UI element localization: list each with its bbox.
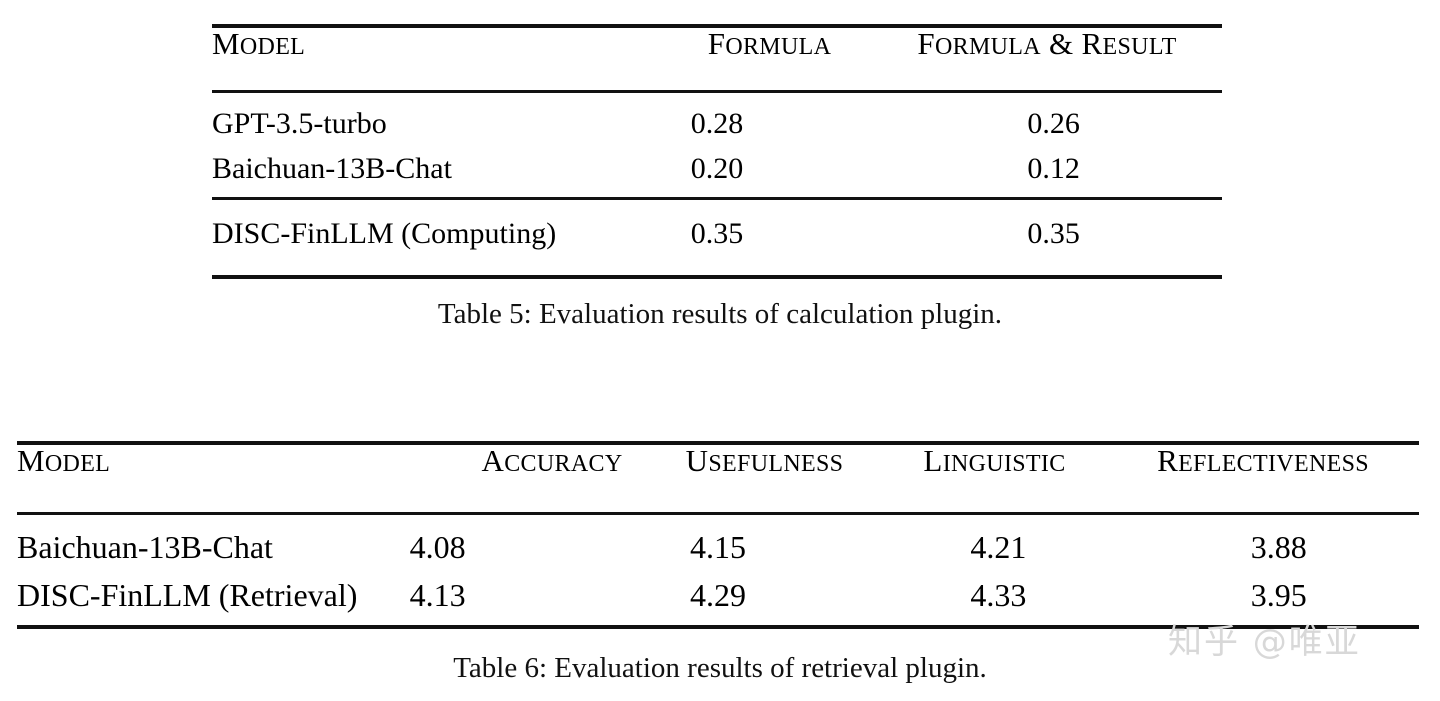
cell-model: Baichuan-13B-Chat [212,152,452,185]
table-caption-6: Table 6: Evaluation results of retrieval… [453,652,987,684]
table-row: DISC-FinLLM (Retrieval) 4.13 4.29 4.33 3… [17,577,1419,625]
table-top-rule [17,441,1419,445]
column-header-model: MODEL [17,445,457,512]
table-row: DISC-FinLLM (Computing) 0.35 0.35 [212,200,1222,275]
cell-formula: 0.20 [690,152,744,185]
table-bottom-rule [212,275,1222,279]
table-retrieval-plugin: MODEL ACCURACY USEFULNESS LINGUISTIC REF… [17,441,1419,629]
cell-model: DISC-FinLLM (Computing) [212,217,557,250]
cell-model: DISC-FinLLM (Retrieval) [17,577,358,613]
cell-formula-result: 0.35 [1027,217,1080,250]
column-header-formula-label: FORMULA [707,26,832,61]
column-header-model-label: MODEL [17,443,111,478]
column-header-usefulness-label: USEFULNESS [685,443,844,478]
table-retrieval-body: Baichuan-13B-Chat 4.08 4.15 4.21 3.88 DI… [17,515,1419,625]
cell-reflectiveness: 3.88 [1250,529,1307,565]
watermark: 知乎 @唯亚 [1168,622,1361,662]
column-header-formula: FORMULA [667,28,872,90]
cell-model: Baichuan-13B-Chat [17,529,273,565]
table-calculation-plugin-grid: MODEL FORMULA FORMULA & RESULT [212,28,1222,90]
cell-linguistic: 4.21 [970,529,1027,565]
cell-formula-result: 0.26 [1027,107,1080,140]
cell-accuracy: 4.13 [409,577,466,613]
table-caption-5: Table 5: Evaluation results of calculati… [437,298,1003,330]
column-header-linguistic: LINGUISTIC [882,445,1107,512]
table-header-row: MODEL ACCURACY USEFULNESS LINGUISTIC REF… [17,445,1419,512]
column-header-model: MODEL [212,28,667,90]
cell-formula: 0.35 [690,217,744,250]
table-retrieval-plugin-grid: MODEL ACCURACY USEFULNESS LINGUISTIC REF… [17,445,1419,512]
column-header-reflectiveness-label: REFLECTIVENESS [1157,443,1369,478]
column-header-accuracy-label: ACCURACY [481,443,623,478]
column-header-formula-result: FORMULA & RESULT [872,28,1222,90]
table-header-row: MODEL FORMULA FORMULA & RESULT [212,28,1222,90]
table-header-rule [212,90,1222,93]
table-calculation-body-group-2: DISC-FinLLM (Computing) 0.35 0.35 [212,200,1222,275]
cell-formula-result: 0.12 [1027,152,1080,185]
cell-accuracy: 4.08 [409,529,466,565]
cell-reflectiveness: 3.95 [1250,577,1307,613]
cell-formula: 0.28 [690,107,744,140]
table-bottom-rule [17,625,1419,629]
column-header-model-label: MODEL [212,26,306,61]
cell-usefulness: 4.29 [689,577,746,613]
column-header-usefulness: USEFULNESS [647,445,882,512]
table-calculation-plugin: MODEL FORMULA FORMULA & RESULT GPT-3.5-t… [212,24,1222,279]
table-calculation-body-group-1: GPT-3.5-turbo 0.28 0.26 Baichuan-13B-Cha… [212,93,1222,197]
table-row: Baichuan-13B-Chat 0.20 0.12 [212,152,1222,197]
column-header-linguistic-label: LINGUISTIC [923,443,1066,478]
table-header-rule [17,512,1419,515]
table-top-rule [212,24,1222,28]
cell-model: GPT-3.5-turbo [212,107,387,140]
table-group-rule [212,197,1222,200]
table-row: Baichuan-13B-Chat 4.08 4.15 4.21 3.88 [17,515,1419,577]
cell-linguistic: 4.33 [970,577,1027,613]
column-header-accuracy: ACCURACY [457,445,647,512]
column-header-reflectiveness: REFLECTIVENESS [1107,445,1419,512]
column-header-formula-result-label: FORMULA & RESULT [917,26,1177,61]
cell-usefulness: 4.15 [689,529,746,565]
table-row: GPT-3.5-turbo 0.28 0.26 [212,93,1222,152]
